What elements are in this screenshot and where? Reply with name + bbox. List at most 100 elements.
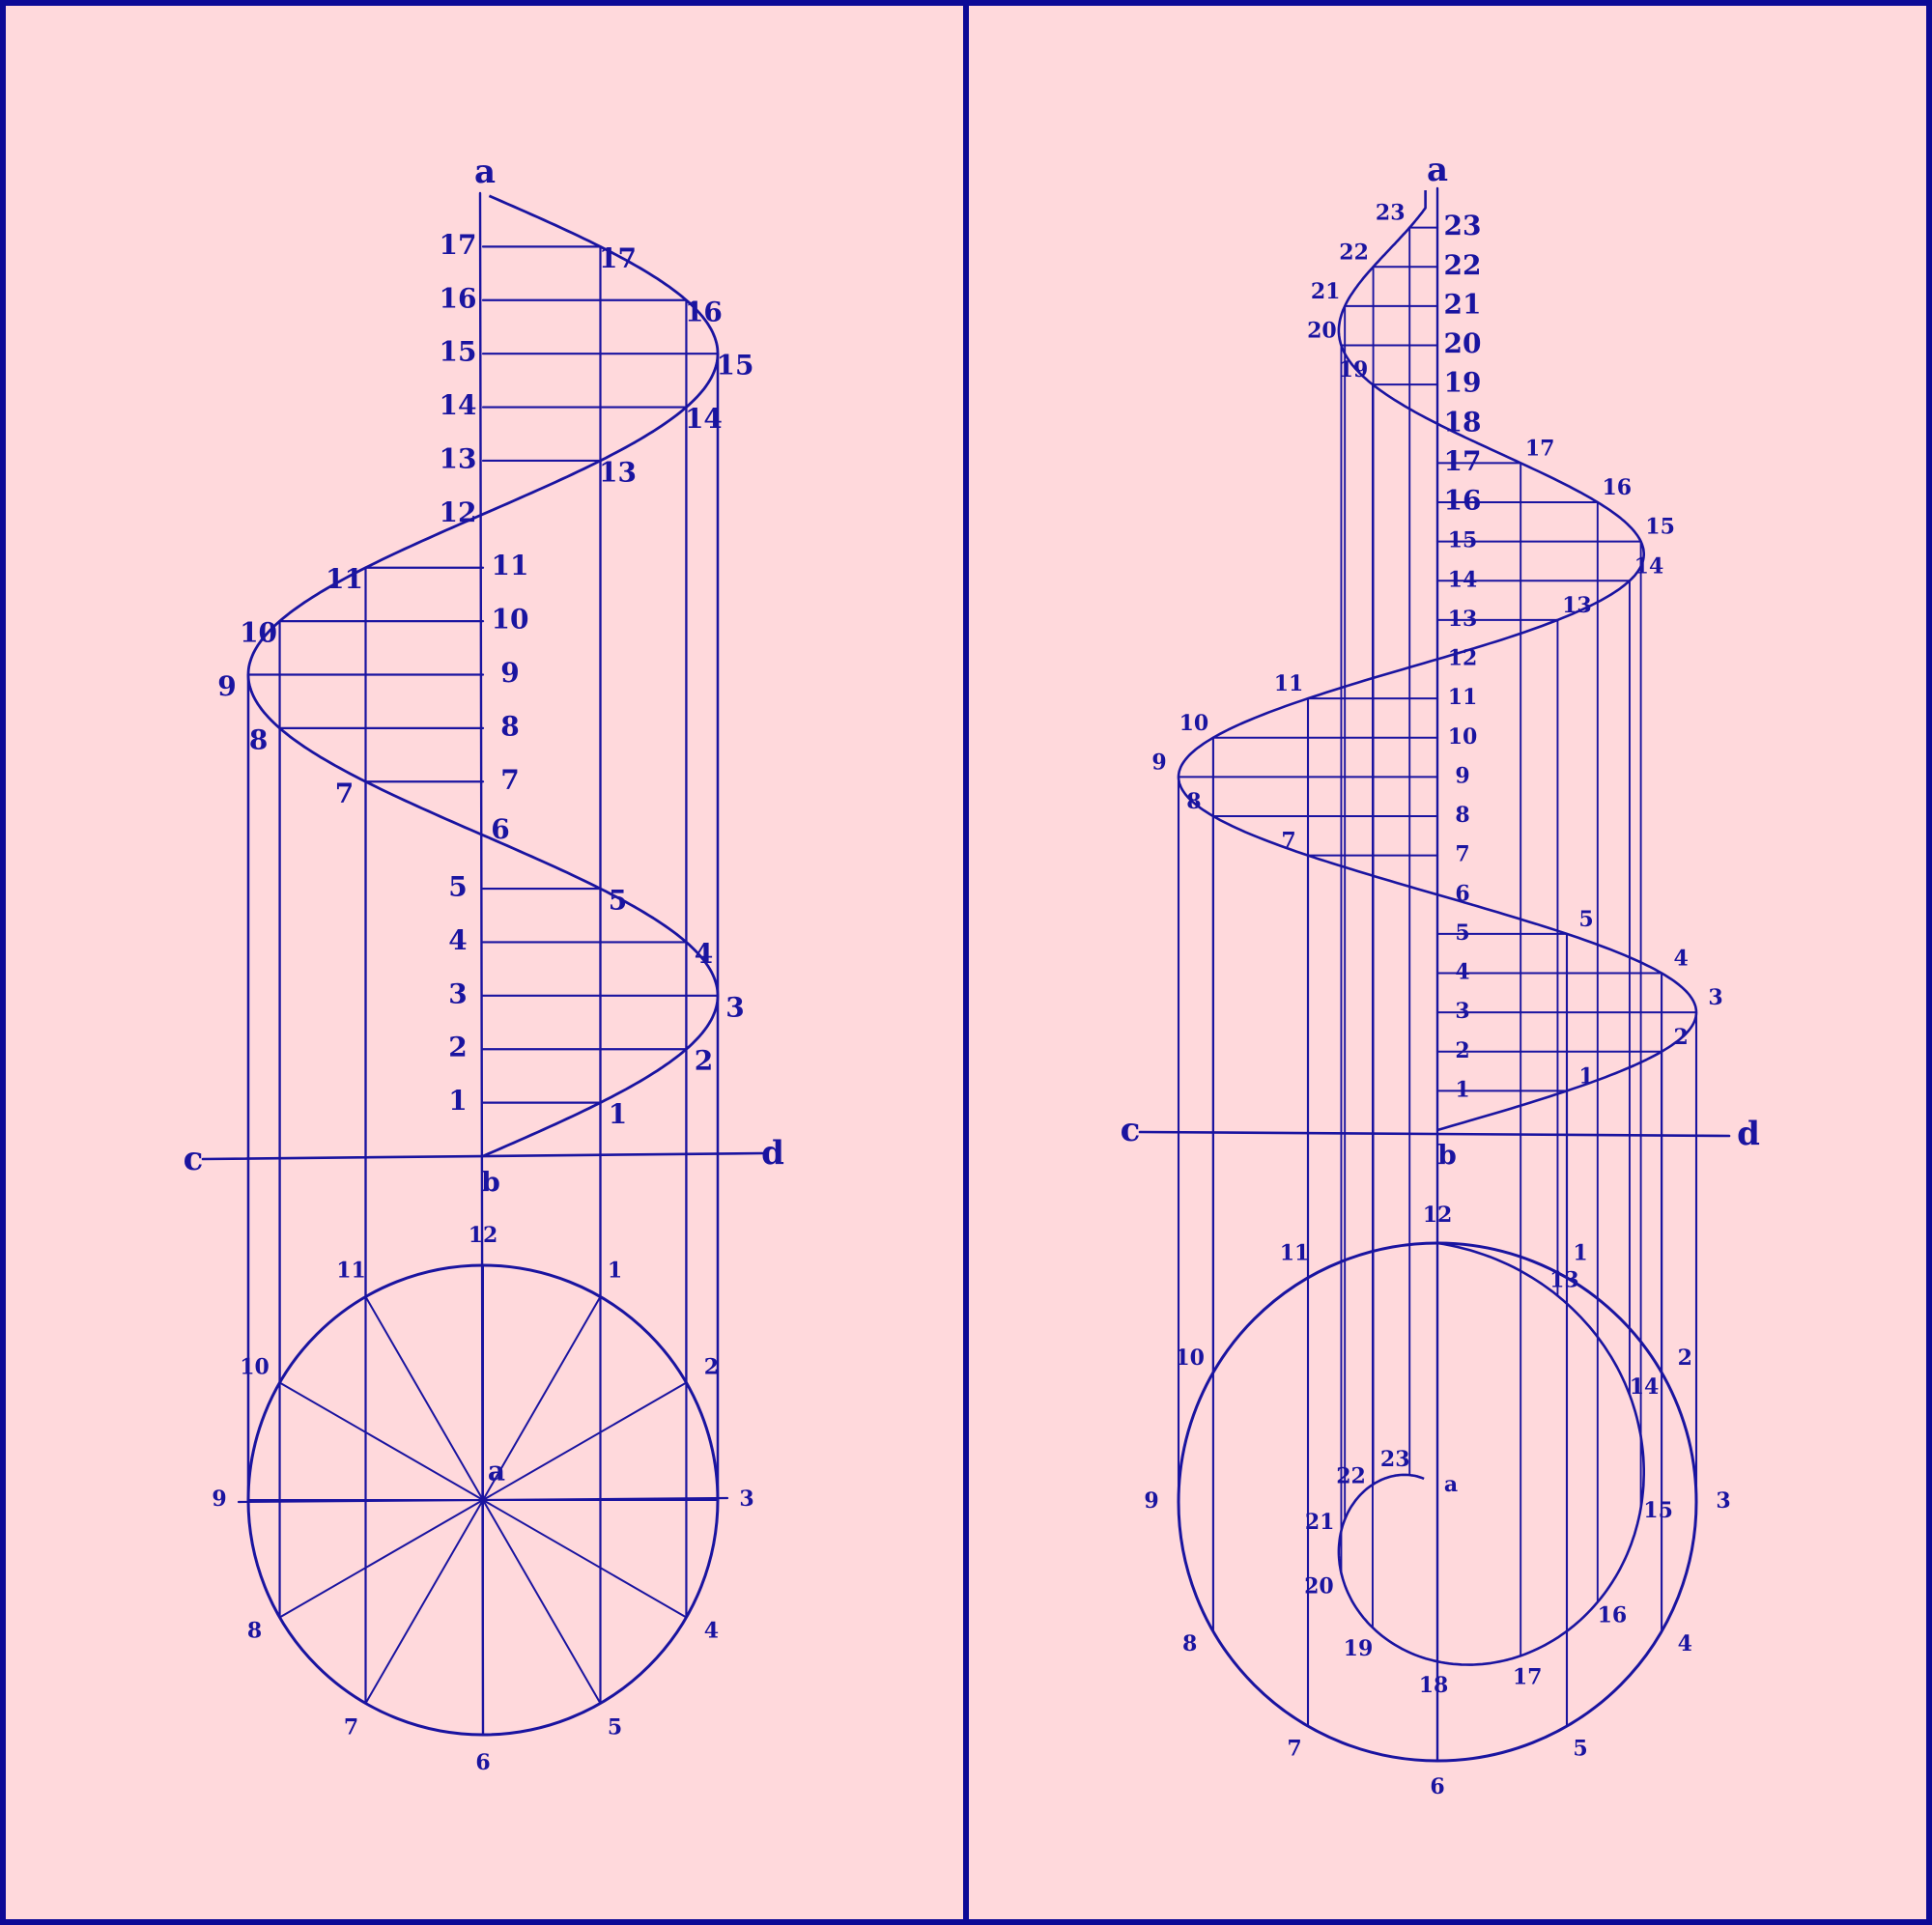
axis-number: 4: [1455, 960, 1469, 985]
spiral-number: 19: [1344, 1636, 1374, 1661]
curve-number: 10: [240, 617, 277, 649]
curve-number: 17: [1525, 436, 1555, 461]
outer-circle-number: 9: [1144, 1488, 1158, 1514]
curve-number: 7: [335, 778, 354, 809]
radius-spoke: [364, 1499, 484, 1705]
spiral-number: 17: [1513, 1664, 1543, 1689]
curve-number: 1: [1578, 1063, 1593, 1089]
radius-spoke: [482, 1499, 602, 1705]
axis-number: 16: [440, 282, 477, 314]
baseline-letter-d: d: [761, 1134, 784, 1173]
curve-number: 16: [685, 296, 723, 327]
circle-number: 8: [247, 1619, 262, 1644]
top-letter: a: [474, 153, 496, 191]
outer-circle-number: 12: [1423, 1203, 1453, 1228]
circle-number: 5: [608, 1714, 622, 1740]
axis-number: 22: [1444, 249, 1482, 281]
spiral-number: 20: [1304, 1573, 1334, 1599]
outer-circle-number: 3: [1716, 1488, 1730, 1514]
curve-number: 11: [326, 563, 363, 595]
curve-number: 20: [1307, 319, 1337, 344]
curve-number: 10: [1179, 711, 1209, 736]
axis-number: 1: [448, 1085, 467, 1117]
axis-number: 1: [1455, 1077, 1469, 1102]
spiral-number: 13: [1549, 1267, 1579, 1292]
curve-number: 8: [249, 723, 268, 755]
axis-number: 9: [1455, 763, 1469, 788]
baseline-letter-b: b: [481, 1167, 500, 1199]
axis-number: 6: [1455, 881, 1469, 906]
axis-number: 15: [440, 336, 477, 368]
circle-number: 1: [608, 1259, 622, 1284]
circle-number: 3: [739, 1486, 753, 1512]
spiral-number: 18: [1419, 1673, 1449, 1698]
axis-number: 8: [1455, 803, 1469, 828]
left-figure: 123456789101112acdba12345678910111213141…: [184, 153, 784, 1775]
radius-spoke: [482, 1499, 688, 1619]
inner-spiral: [1337, 1241, 1645, 1666]
spiral-number: 21: [1305, 1510, 1335, 1535]
outer-circle-number: 4: [1678, 1631, 1692, 1656]
baseline-letter-b: b: [1437, 1140, 1457, 1172]
curve-number: 2: [1673, 1025, 1688, 1050]
curve-number: 22: [1339, 240, 1369, 265]
axis-number: 19: [1444, 367, 1482, 399]
curve-number: 14: [685, 403, 723, 435]
outer-circle-number: 6: [1430, 1774, 1444, 1799]
center-letter: a: [1444, 1472, 1458, 1497]
curve-number: 23: [1376, 201, 1406, 226]
axis-number: 3: [1455, 999, 1469, 1024]
curve-number: 13: [599, 456, 637, 488]
radius-spoke: [364, 1295, 484, 1501]
radius-spoke: [482, 1381, 688, 1501]
baseline-letter-c: c: [1121, 1111, 1141, 1149]
outer-circle-number: 8: [1182, 1631, 1197, 1656]
radius-spoke: [278, 1499, 484, 1619]
axis-number: 16: [1444, 485, 1482, 517]
axis-number: 11: [492, 550, 529, 581]
curve-number: 4: [695, 938, 713, 970]
central-axis: [478, 191, 485, 1737]
axis-number: 6: [491, 813, 509, 845]
spiral-number: 15: [1643, 1498, 1673, 1523]
outer-circle-number: 2: [1678, 1345, 1692, 1371]
axis-number: 23: [1444, 210, 1482, 241]
axis-number: 13: [440, 442, 477, 474]
axis-number: 2: [1455, 1038, 1469, 1063]
curve-number: 1: [609, 1098, 627, 1130]
axis-number: 8: [500, 710, 519, 742]
axis-number: 5: [1455, 920, 1469, 946]
axis-number: 3: [448, 977, 467, 1009]
center-letter: a: [488, 1456, 505, 1487]
axis-number: 18: [1444, 406, 1482, 438]
outer-circle-number: 1: [1573, 1241, 1587, 1266]
curve-number: 5: [1578, 907, 1593, 932]
curve-number: 3: [725, 991, 744, 1023]
circle-number: 6: [475, 1750, 490, 1775]
axis-number: 14: [440, 389, 477, 421]
spiral-number: 14: [1630, 1374, 1660, 1400]
curve-number: 3: [1708, 985, 1722, 1010]
axis-number: 12: [1448, 646, 1478, 671]
curve-number: 19: [1339, 357, 1369, 382]
curve-number: 13: [1562, 593, 1592, 618]
curve-number: 15: [717, 350, 754, 382]
circle-number: 9: [212, 1486, 226, 1512]
circle-number: 7: [344, 1714, 358, 1740]
curve-number: 2: [695, 1045, 713, 1077]
axis-number: 14: [1448, 567, 1478, 592]
axis-number: 17: [440, 229, 477, 261]
curve-number: 21: [1311, 279, 1341, 304]
curve-number: 7: [1281, 829, 1295, 854]
outer-circle-number: 5: [1573, 1736, 1587, 1761]
axis-number: 13: [1448, 607, 1478, 632]
axis-number: 7: [500, 764, 519, 796]
curve-number: 4: [1673, 947, 1688, 972]
axis-number: 10: [492, 604, 529, 636]
curve-number: 15: [1645, 515, 1675, 540]
axis-number: 5: [448, 871, 467, 903]
outer-circle-number: 10: [1175, 1345, 1205, 1371]
right-figure: c dbaa12345678910111213141516171819202122…: [1121, 151, 1760, 1799]
